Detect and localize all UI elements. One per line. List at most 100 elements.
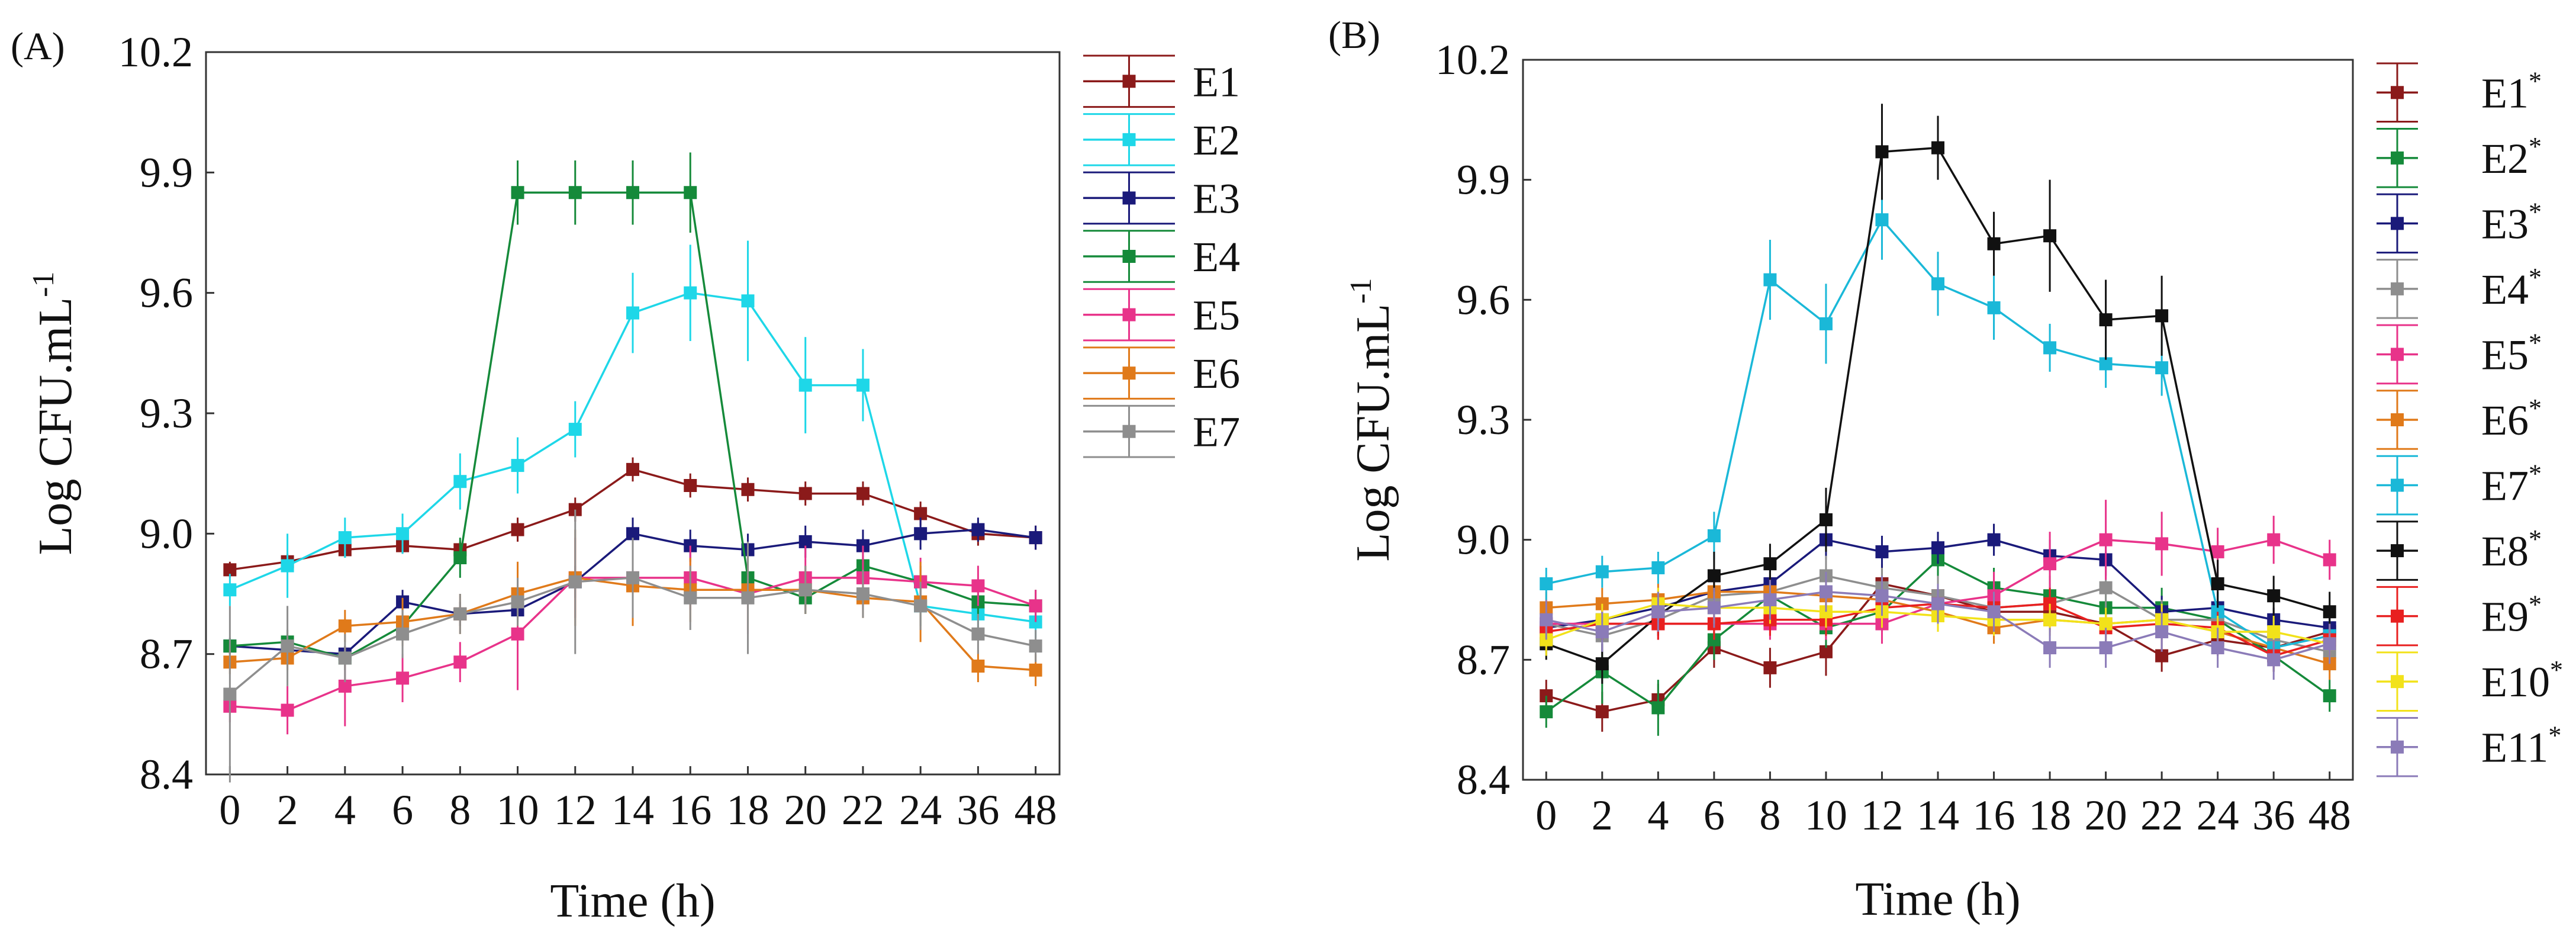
x-axis-label: Time (h): [550, 875, 715, 927]
data-point: [798, 487, 812, 500]
x-tick-label: 0: [219, 786, 240, 834]
y-tick-label: 9.6: [1457, 276, 1510, 323]
legend-marker: [1122, 191, 1136, 205]
legend-label: E3: [1193, 175, 1240, 222]
data-point: [914, 599, 928, 613]
data-point: [568, 575, 582, 589]
legend-marker: [1122, 250, 1136, 263]
legend-entry-e1: E1: [1083, 54, 1240, 108]
legend-entry-e2: E2*: [2377, 128, 2542, 188]
y-tick-label: 8.4: [140, 751, 193, 798]
y-tick-label: 9.3: [140, 390, 193, 437]
data-point: [396, 671, 410, 685]
data-point: [453, 607, 467, 621]
data-point: [684, 186, 697, 200]
data-point: [338, 619, 352, 633]
data-point: [1029, 599, 1042, 613]
legend-entry-e9: E9*: [2377, 586, 2542, 647]
legend-marker: [1122, 308, 1136, 321]
data-point: [1595, 705, 1609, 719]
x-tick-label: 36: [2252, 792, 2295, 839]
data-point: [1651, 605, 1665, 619]
x-tick-label: 10: [497, 786, 539, 834]
data-point: [281, 559, 294, 573]
legend-entry-e1: E1*: [2377, 62, 2542, 123]
data-point: [2323, 689, 2336, 703]
legend-entry-e10: E10*: [2377, 651, 2563, 712]
legend-marker: [2391, 478, 2404, 492]
x-tick-label: 36: [957, 786, 999, 834]
x-tick-label: 20: [784, 786, 827, 834]
x-tick-label: 14: [611, 786, 654, 834]
x-tick-label: 24: [899, 786, 942, 834]
data-point: [223, 583, 237, 597]
legend-label: E10*: [2481, 655, 2563, 706]
data-point: [2323, 605, 2336, 619]
legend-entry-e4: E4: [1083, 230, 1240, 283]
data-point: [453, 655, 467, 669]
data-point: [2267, 589, 2281, 603]
data-point: [1029, 531, 1042, 545]
panel-label: (B): [1328, 14, 1380, 57]
data-point: [2099, 581, 2113, 594]
data-point: [2043, 641, 2057, 655]
data-point: [281, 703, 294, 717]
data-point: [453, 551, 467, 564]
data-point: [1540, 705, 1553, 719]
data-point: [338, 679, 352, 693]
x-tick-label: 6: [1704, 792, 1725, 839]
legend-label: E7*: [2481, 459, 2542, 510]
data-point: [1875, 145, 1889, 159]
series-e7: [223, 509, 1042, 783]
data-point: [914, 527, 928, 541]
data-point: [2267, 533, 2281, 546]
legend-entry-e3: E3: [1083, 171, 1240, 225]
data-point: [626, 527, 639, 541]
data-point: [2155, 309, 2169, 323]
x-tick-label: 12: [554, 786, 597, 834]
legend-marker: [2391, 348, 2404, 361]
x-axis-label: Time (h): [1855, 873, 2020, 925]
data-point: [1595, 565, 1609, 578]
x-tick-label: 12: [1860, 792, 1903, 839]
data-point: [1875, 213, 1889, 227]
data-point: [2155, 361, 2169, 375]
data-point: [1763, 273, 1777, 287]
legend-entry-e2: E2: [1083, 113, 1240, 166]
legend-entry-e4: E4*: [2377, 259, 2542, 319]
series-e7: [1540, 179, 2336, 664]
x-tick-label: 8: [449, 786, 471, 834]
y-axis-label: Log CFU.mL-1: [1344, 278, 1399, 562]
data-point: [741, 591, 755, 605]
data-point: [2099, 533, 2113, 546]
data-point: [1819, 317, 1833, 330]
x-tick-label: 8: [1759, 792, 1780, 839]
legend-label: E8*: [2481, 525, 2542, 575]
x-tick-label: 0: [1535, 792, 1557, 839]
y-tick-label: 9.9: [140, 149, 193, 196]
legend-entry-e7: E7*: [2377, 455, 2542, 516]
y-tick-label: 10.2: [118, 28, 193, 76]
y-tick-label: 9.6: [140, 269, 193, 317]
legend-marker: [1122, 75, 1136, 88]
x-tick-label: 16: [1973, 792, 2015, 839]
data-point: [2099, 617, 2113, 631]
data-point: [338, 651, 352, 665]
legend-marker: [2391, 217, 2404, 230]
data-point: [2155, 537, 2169, 551]
y-tick-label: 9.9: [1457, 156, 1510, 204]
data-point: [914, 507, 928, 520]
legend-marker: [2391, 740, 2404, 754]
data-point: [281, 639, 294, 653]
legend-label: E4: [1193, 233, 1240, 281]
data-point: [2099, 313, 2113, 327]
x-tick-label: 24: [2197, 792, 2239, 839]
legend-label: E1: [1193, 58, 1240, 105]
data-point: [396, 627, 410, 641]
x-tick-label: 6: [392, 786, 413, 834]
legend-marker: [2391, 544, 2404, 558]
legend-entry-e5: E5: [1083, 288, 1240, 342]
data-point: [396, 527, 410, 541]
data-point: [1595, 657, 1609, 671]
